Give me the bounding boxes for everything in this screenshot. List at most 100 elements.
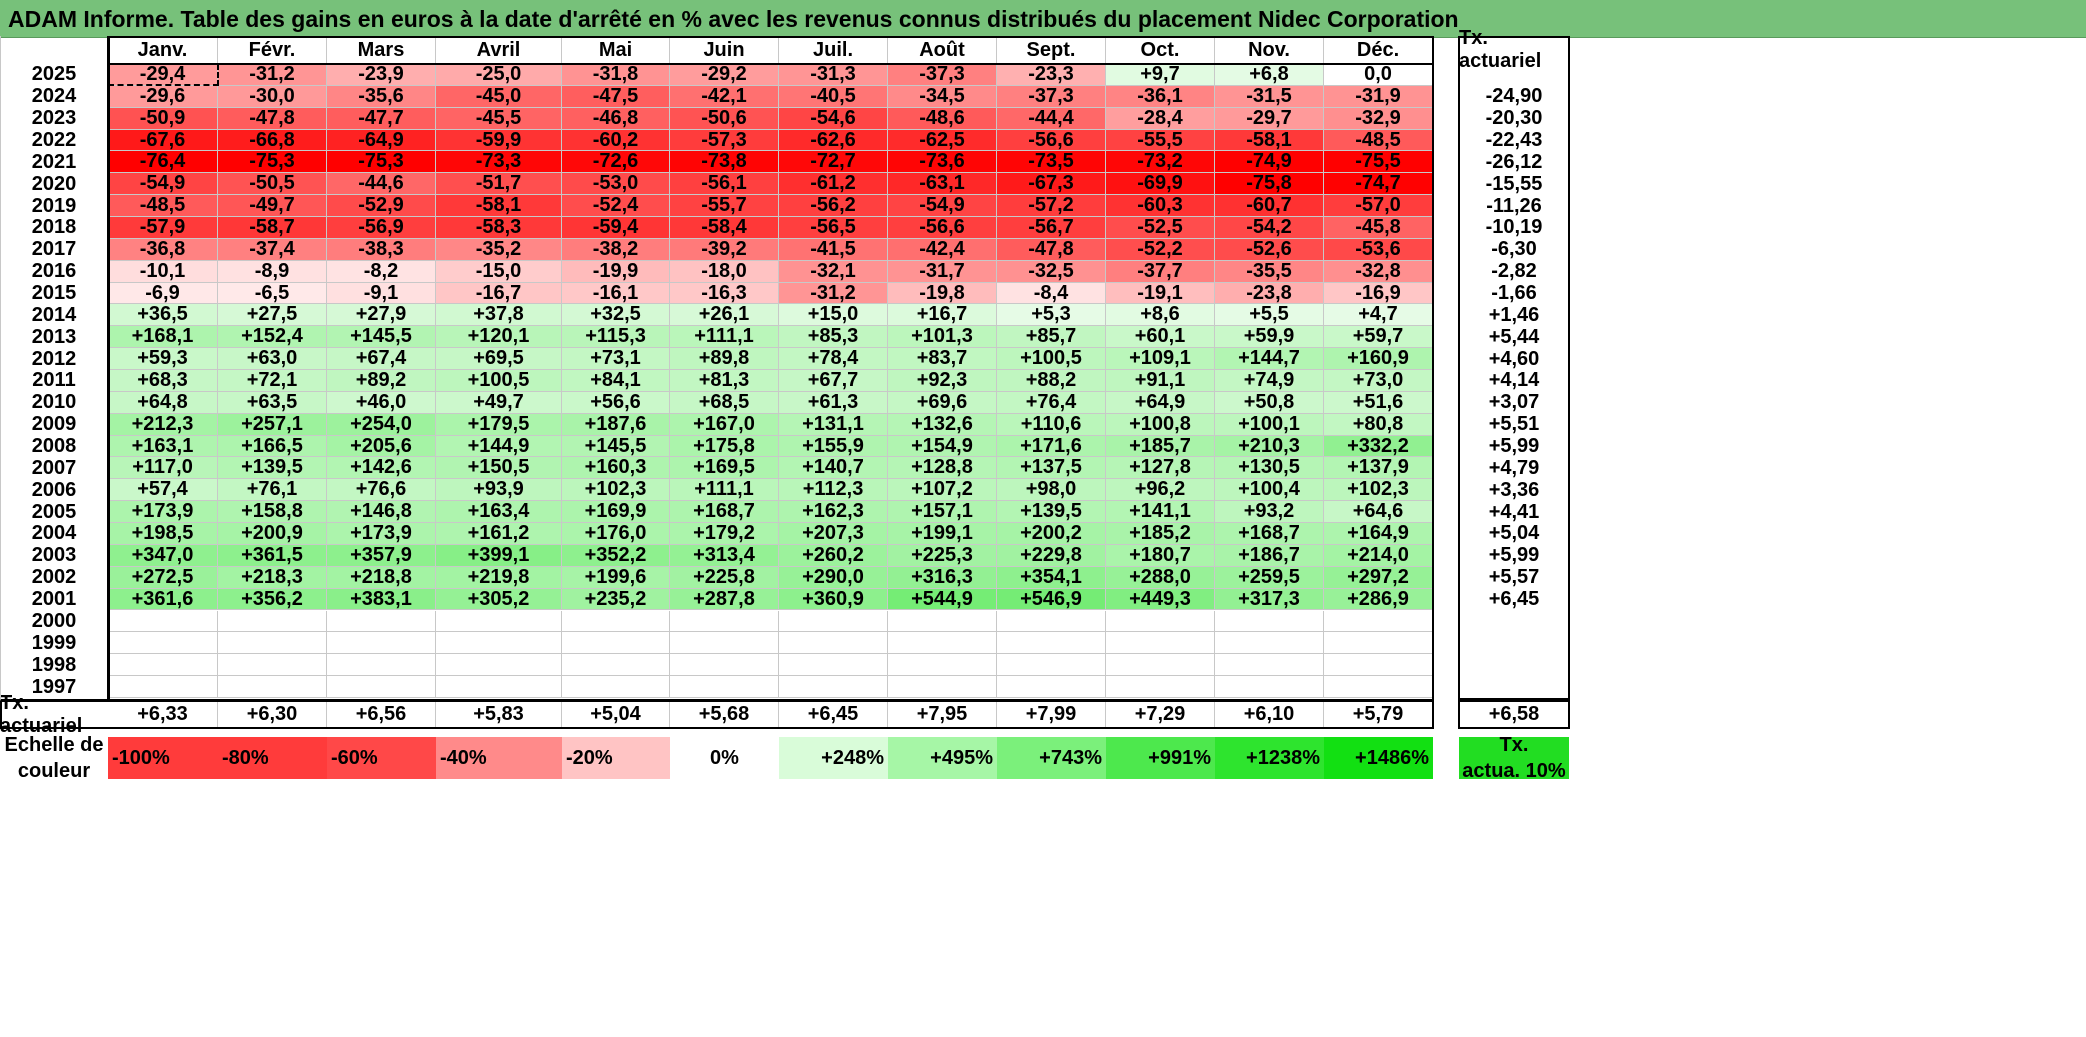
month-header: Déc. [1324,36,1433,64]
table-cell: +78,4 [779,347,888,371]
table-cell: +360,9 [779,588,888,611]
table-cell: -60,3 [1106,194,1215,218]
table-cell: -47,8 [218,107,327,130]
table-cell: +61,3 [779,391,888,414]
table-cell: +361,5 [218,544,327,567]
table-cell: +288,0 [1106,566,1215,589]
table-cell: -44,4 [997,107,1106,130]
table-cell: -66,8 [218,129,327,152]
table-cell: -63,1 [888,172,997,196]
ann-cell: -22,43 [1485,129,1543,152]
table-cell: +200,9 [218,522,327,545]
scale-swatch: +1486% [1324,737,1433,779]
table-cell: -73,3 [436,150,562,174]
table-cell: +179,5 [436,413,562,436]
table-cell [779,632,888,655]
table-cell: +357,9 [327,544,436,567]
scale-ann-line1: Tx. [1499,734,1529,756]
table-cell: +546,9 [997,588,1106,611]
table-cell: -18,0 [670,260,779,283]
table-cell: -29,2 [670,63,779,86]
table-cell: +68,5 [670,391,779,414]
table-cell: -42,4 [888,238,997,261]
year-label: 2004 [31,522,77,545]
year-label: 2023 [31,107,77,130]
table-cell: -75,3 [218,150,327,174]
year-label: 1998 [31,653,77,676]
table-cell: -32,5 [997,260,1106,283]
year-label: 2025 [31,63,77,86]
tx-row-cell: +6,33 [108,701,218,728]
table-cell: +73,0 [1324,369,1433,392]
table-cell: -10,1 [108,260,218,283]
table-cell: +332,2 [1324,435,1433,458]
table-cell: -19,9 [562,260,670,283]
scale-swatch: -60% [327,737,436,779]
table-cell: -64,9 [327,129,436,152]
tx-row-cell: +6,45 [779,701,888,728]
table-cell: +139,5 [997,500,1106,524]
scale-swatch: +495% [888,737,997,779]
table-cell: +162,3 [779,500,888,524]
table-cell: +185,7 [1106,435,1215,458]
table-cell: +59,7 [1324,325,1433,349]
table-cell: +200,2 [997,522,1106,545]
table-cell: -74,9 [1215,150,1324,174]
table-cell: -31,7 [888,260,997,283]
table-cell: +347,0 [108,544,218,567]
table-cell: +449,3 [1106,588,1215,611]
ann-cell: +3,07 [1488,391,1540,414]
ann-cell: -15,55 [1485,172,1543,195]
table-cell: +100,8 [1106,413,1215,436]
table-cell: -47,8 [997,238,1106,261]
table-cell: +544,9 [888,588,997,611]
ann-cell: +4,41 [1488,500,1540,523]
ann-cell [1459,632,1569,654]
table-cell: +85,3 [779,325,888,349]
table-cell: +316,3 [888,566,997,589]
year-label: 2021 [31,150,77,173]
table-cell: +15,0 [779,303,888,327]
table-cell: +144,9 [436,435,562,458]
table-cell: +160,3 [562,456,670,480]
table-cell: +98,0 [997,478,1106,502]
table-cell: +117,0 [108,456,218,480]
scale-label-line2: couleur [17,760,91,782]
table-cell: -32,9 [1324,107,1433,130]
table-cell: +161,2 [436,522,562,545]
table-cell: +354,1 [997,566,1106,589]
table-cell [327,676,436,698]
table-cell: -59,9 [436,129,562,152]
table-cell: +205,6 [327,435,436,458]
ann-cell: +5,57 [1488,566,1540,589]
table-cell: -50,5 [218,172,327,196]
scale-swatch: +1238% [1215,737,1324,779]
table-cell: -35,2 [436,238,562,261]
ann-cell: -2,82 [1491,260,1537,283]
ann-cell [1459,654,1569,676]
table-cell: -16,1 [562,282,670,305]
table-cell [562,676,670,698]
table-cell: +163,1 [108,435,218,458]
table-cell: +176,0 [562,522,670,545]
table-cell [108,632,218,655]
table-cell: +235,2 [562,588,670,611]
table-cell: +212,3 [108,413,218,436]
scale-swatch: -20% [562,737,670,779]
table-cell: +46,0 [327,391,436,414]
table-cell: +187,6 [562,413,670,436]
table-cell: +60,1 [1106,325,1215,349]
table-cell: -55,5 [1106,129,1215,152]
table-cell: +198,5 [108,522,218,545]
table-cell: +111,1 [670,478,779,502]
tx-row-cell: +7,99 [997,701,1106,728]
table-cell: +150,5 [436,456,562,480]
ann-cell: -24,90 [1485,85,1543,108]
table-cell: +102,3 [562,478,670,502]
table-cell [1215,632,1324,655]
table-cell: -73,8 [670,150,779,174]
table-cell: -57,2 [997,194,1106,218]
table-cell: +186,7 [1215,544,1324,567]
table-cell: +160,9 [1324,347,1433,371]
table-cell: +89,8 [670,347,779,371]
